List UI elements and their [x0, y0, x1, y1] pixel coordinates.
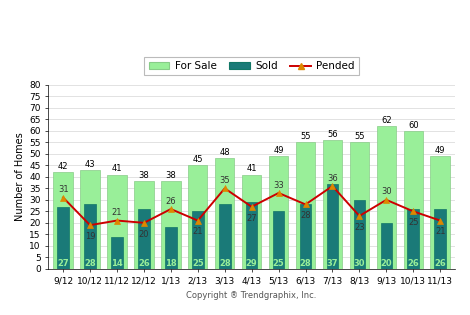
Bar [192, 211, 204, 269]
Text: 49: 49 [435, 146, 446, 155]
Text: 26: 26 [165, 197, 176, 206]
Bar [323, 140, 342, 269]
Text: 26: 26 [434, 259, 446, 268]
Text: 21: 21 [112, 208, 122, 217]
Bar [161, 181, 180, 269]
Bar [269, 156, 288, 269]
Text: 55: 55 [300, 132, 311, 141]
Bar [215, 158, 235, 269]
Text: 42: 42 [58, 162, 68, 171]
Text: 33: 33 [273, 180, 284, 190]
Text: 37: 37 [327, 259, 338, 268]
Bar [273, 211, 284, 269]
Bar [188, 165, 207, 269]
Text: 30: 30 [353, 259, 365, 268]
Text: 55: 55 [354, 132, 365, 141]
Bar [376, 126, 396, 269]
Text: 41: 41 [112, 164, 122, 173]
Bar [404, 131, 423, 269]
Legend: For Sale, Sold, Pended: For Sale, Sold, Pended [144, 57, 359, 75]
Text: 38: 38 [139, 171, 149, 180]
Bar [80, 170, 100, 269]
Text: 45: 45 [193, 155, 203, 164]
Text: 14: 14 [111, 259, 123, 268]
Text: 48: 48 [219, 148, 230, 157]
Bar [300, 204, 311, 269]
Bar [353, 200, 365, 269]
Text: 41: 41 [246, 164, 257, 173]
Text: 29: 29 [246, 259, 258, 268]
Bar [381, 223, 392, 269]
Text: 62: 62 [381, 116, 392, 125]
Text: 38: 38 [165, 171, 176, 180]
Text: 23: 23 [354, 223, 365, 232]
Text: 43: 43 [85, 160, 95, 169]
Text: 25: 25 [192, 259, 204, 268]
Text: 21: 21 [193, 227, 203, 237]
Bar [246, 202, 258, 269]
Text: 20: 20 [381, 259, 392, 268]
Text: 19: 19 [85, 232, 95, 241]
Y-axis label: Number of Homes: Number of Homes [15, 133, 25, 221]
Bar [54, 172, 73, 269]
Text: 56: 56 [327, 130, 338, 139]
Bar [407, 209, 419, 269]
Text: 30: 30 [381, 187, 392, 197]
Text: 26: 26 [138, 259, 150, 268]
Bar [219, 204, 231, 269]
Text: 25: 25 [408, 218, 418, 227]
Bar [84, 204, 96, 269]
Text: 27: 27 [57, 259, 69, 268]
Text: 36: 36 [327, 174, 338, 183]
Text: 31: 31 [58, 185, 69, 194]
Text: 49: 49 [274, 146, 284, 155]
Text: 28: 28 [300, 259, 311, 268]
Text: 27: 27 [246, 214, 257, 223]
Text: 25: 25 [273, 259, 284, 268]
Bar [138, 209, 150, 269]
Text: 20: 20 [139, 230, 149, 239]
Text: 21: 21 [435, 227, 446, 237]
Bar [350, 142, 369, 269]
Text: 28: 28 [219, 259, 230, 268]
Bar [296, 142, 315, 269]
Bar [434, 209, 446, 269]
Bar [242, 175, 261, 269]
Text: 26: 26 [407, 259, 419, 268]
Bar [107, 175, 127, 269]
Text: 35: 35 [219, 176, 230, 185]
Text: 28: 28 [84, 259, 96, 268]
Text: 28: 28 [300, 211, 311, 220]
X-axis label: Copyright ® Trendgraphix, Inc.: Copyright ® Trendgraphix, Inc. [187, 291, 317, 300]
Bar [134, 181, 154, 269]
Bar [165, 227, 177, 269]
Text: 60: 60 [408, 121, 419, 129]
Bar [431, 156, 450, 269]
Bar [327, 184, 338, 269]
Bar [57, 207, 69, 269]
Text: 18: 18 [165, 259, 177, 268]
Bar [111, 237, 123, 269]
